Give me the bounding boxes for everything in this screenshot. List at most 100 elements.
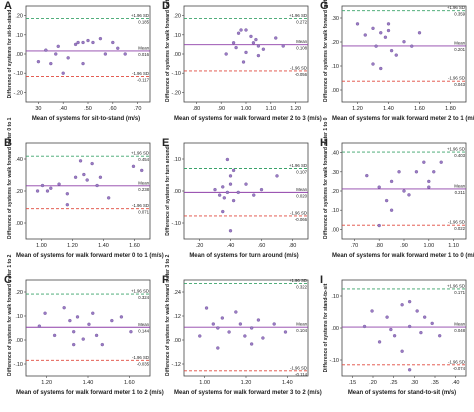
- x-axis-label: Mean of systems for stand-to-sit (m/s): [347, 390, 457, 396]
- x-tick-label: 1.20: [241, 380, 252, 386]
- data-point: [68, 318, 72, 323]
- data-point: [236, 190, 240, 195]
- x-axis-label: Mean of systems for walk forward meter 0…: [16, 253, 164, 259]
- data-point: [430, 321, 434, 326]
- data-point: [110, 318, 114, 323]
- data-point: [377, 340, 382, 344]
- data-point: [94, 333, 99, 338]
- y-tick-label: -.10: [172, 221, 181, 227]
- data-point: [87, 322, 91, 326]
- plot-frame: [25, 142, 151, 240]
- data-point: [111, 40, 115, 45]
- data-point: [251, 41, 256, 45]
- lower-line-label: -1.96 SD: [448, 359, 465, 364]
- plot-frame: [183, 279, 309, 377]
- data-point: [35, 189, 40, 193]
- x-tick-label: .40: [227, 243, 235, 249]
- x-axis-label: Mean of systems for sit-to-stand (m/s): [31, 116, 141, 122]
- mean-line-value: 0.201: [454, 47, 465, 52]
- data-point: [75, 315, 80, 319]
- upper-line-value: 0.403: [454, 153, 465, 158]
- upper-line-label: +1.96 SD: [289, 278, 307, 283]
- data-point: [91, 311, 95, 315]
- panel-c: C Difference of systems for walk forward …: [0, 255, 164, 411]
- plot-frame: [341, 5, 467, 103]
- data-point: [52, 333, 57, 338]
- data-point: [90, 161, 94, 166]
- data-point: [407, 300, 412, 304]
- y-tick-label: .00: [173, 52, 181, 58]
- data-point: [389, 49, 394, 53]
- data-point: [256, 318, 261, 322]
- lower-line-label: -1.96 SD: [290, 365, 307, 370]
- upper-line-label: +1.96 SD: [131, 151, 149, 156]
- x-axis-label: Mean of systems for walk forward meter 3…: [174, 390, 322, 396]
- x-tick-label: 1.20: [67, 243, 78, 249]
- data-point: [275, 174, 279, 178]
- data-point: [402, 40, 406, 44]
- x-tick-label: .40: [452, 380, 460, 386]
- y-tick-label: .30: [331, 16, 339, 22]
- panel-h: H Difference of systems for walk forward …: [316, 118, 474, 274]
- data-point: [419, 330, 423, 335]
- x-tick-label: 1.60: [414, 106, 425, 112]
- mean-line-value: 0.238: [138, 187, 149, 192]
- data-point: [370, 309, 374, 313]
- y-tick-label: .00: [15, 52, 23, 58]
- x-tick-label: .50: [84, 106, 92, 112]
- x-tick-label: 1.20: [352, 106, 363, 112]
- mean-line-label: Mean: [454, 322, 465, 327]
- data-point: [222, 196, 226, 200]
- lower-line-label: -1.96 SD: [448, 220, 465, 225]
- data-point: [225, 190, 230, 195]
- data-point: [81, 61, 85, 66]
- upper-line-value: 0.185: [138, 19, 149, 24]
- data-point: [129, 330, 133, 334]
- mean-line-label: Mean: [454, 183, 465, 188]
- x-tick-label: .70: [134, 106, 142, 112]
- mean-line-value: 0.144: [138, 328, 149, 333]
- data-point: [61, 71, 65, 75]
- x-tick-label: .20: [196, 243, 204, 249]
- y-tick-label: .00: [331, 88, 339, 94]
- y-tick-label: .00: [173, 189, 181, 195]
- mean-line-label: Mean: [138, 180, 149, 185]
- data-point: [383, 35, 388, 39]
- panel-letter: D: [162, 0, 170, 12]
- data-point: [407, 193, 411, 197]
- data-point: [40, 183, 45, 188]
- data-point: [224, 52, 228, 56]
- data-point: [371, 26, 375, 30]
- data-point: [392, 334, 397, 338]
- data-point: [371, 62, 375, 66]
- data-point: [244, 182, 248, 186]
- data-point: [238, 322, 243, 326]
- data-point: [227, 330, 231, 334]
- lower-line-value: -0.056: [295, 72, 308, 77]
- x-tick-label: 1.00: [423, 243, 434, 249]
- data-point: [49, 61, 53, 66]
- data-point: [362, 324, 367, 329]
- data-point: [432, 170, 436, 174]
- y-tick-label: .00: [331, 227, 339, 233]
- data-point: [72, 330, 76, 334]
- data-point: [103, 52, 108, 56]
- data-point: [384, 198, 389, 203]
- x-tick-label: .25: [390, 380, 398, 386]
- y-tick-label: -.20: [14, 90, 23, 96]
- y-tick-label: .10: [331, 294, 339, 300]
- x-axis-label: Mean of systems for turn around (m/s): [189, 253, 299, 259]
- y-tick-label: -.10: [14, 362, 23, 368]
- data-point: [98, 36, 103, 41]
- x-tick-label: .90: [217, 106, 225, 112]
- data-point: [417, 31, 422, 35]
- y-tick-label: -.10: [14, 71, 23, 77]
- data-point: [234, 310, 238, 314]
- plot-area: 30.40.50.60.70-.20-.10.00.10.20 +1.96 SD0…: [14, 5, 151, 112]
- data-point: [95, 183, 99, 188]
- data-point: [254, 37, 258, 42]
- x-tick-label: 1.40: [383, 106, 394, 112]
- data-point: [56, 44, 60, 48]
- panel-letter: C: [4, 274, 12, 286]
